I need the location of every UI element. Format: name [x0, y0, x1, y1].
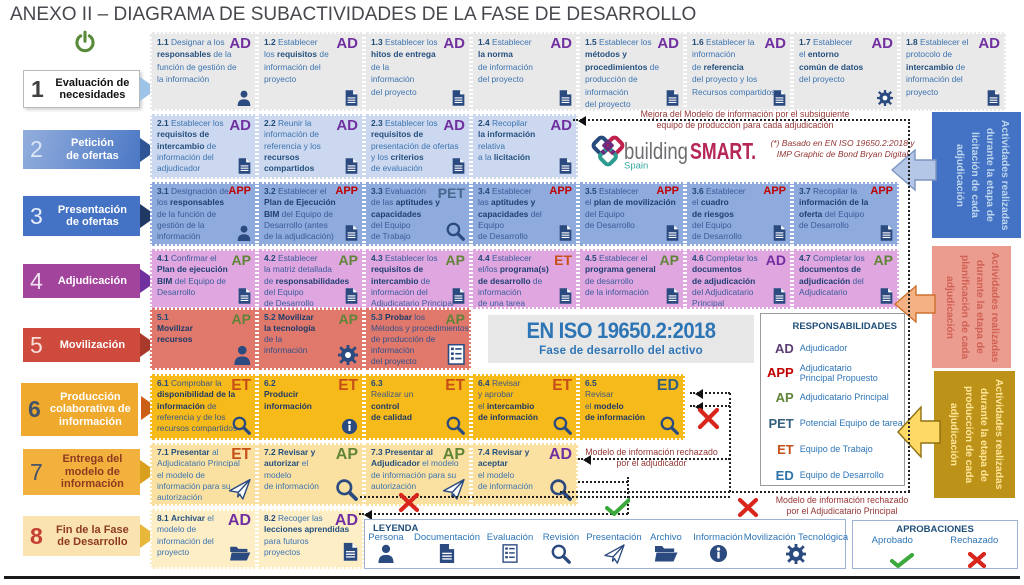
svg-text:building: building	[624, 138, 688, 164]
svg-text:Spain: Spain	[624, 161, 648, 172]
svg-text:SMART.: SMART.	[690, 138, 756, 164]
